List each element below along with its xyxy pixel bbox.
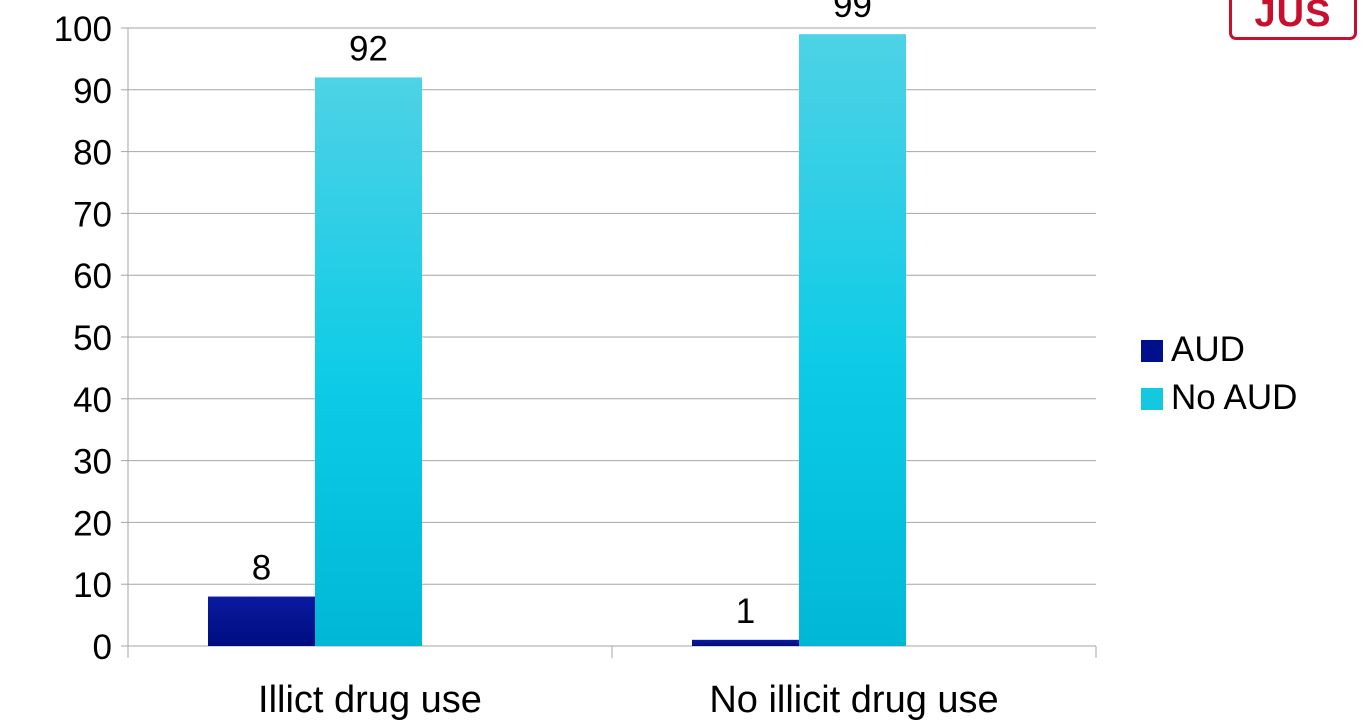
y-tick-label: 20 [73,504,112,543]
gridlines [128,27,1096,585]
legend: AUD No AUD [1141,330,1297,417]
logo: JUS [1229,0,1357,40]
data-label: 92 [349,29,388,68]
logo-text: JUS [1254,0,1332,35]
data-label: 1 [736,592,755,631]
x-category-label: Illict drug use [258,679,482,721]
axes: 0 10 20 30 40 50 60 70 80 90 100 Illict drug use No … [54,10,1097,721]
bar-no-aud [315,77,422,646]
legend-label: AUD [1171,330,1245,369]
data-label: 99 [833,0,872,25]
legend-swatch [1141,388,1163,410]
data-label: 8 [252,549,271,588]
data-labels: 8 92 1 99 [252,0,872,631]
bar-no-aud [799,34,906,647]
y-tick-label: 50 [73,319,112,358]
y-tick-label: 0 [93,628,112,667]
legend-label: No AUD [1171,378,1297,417]
y-tick-label: 70 [73,195,112,234]
y-tick-label: 100 [54,10,112,49]
x-category-label: No illicit drug use [709,679,998,721]
y-tick-label: 40 [73,381,112,420]
y-tick-label: 30 [73,443,112,482]
y-tick-label: 10 [73,566,112,605]
y-tick-label: 60 [73,257,112,296]
y-tick-label: 90 [73,72,112,111]
bars [208,34,906,647]
legend-swatch [1141,340,1163,362]
bar-aud [208,596,315,646]
bar-aud [692,639,799,646]
y-tick-label: 80 [73,134,112,173]
